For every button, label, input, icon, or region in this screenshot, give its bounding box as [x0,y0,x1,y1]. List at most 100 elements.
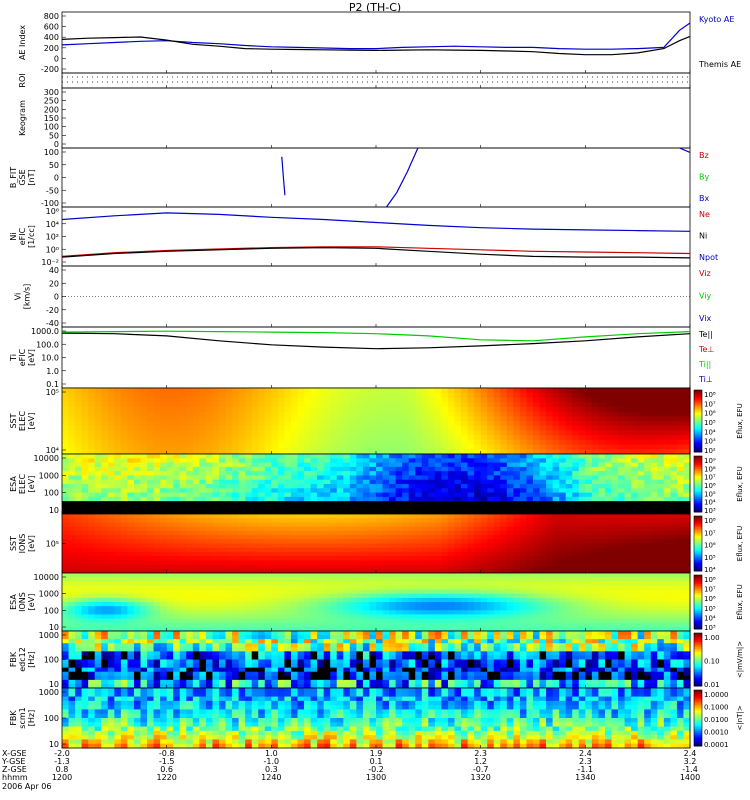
spectrogram-cell [179,421,187,427]
spectrogram-cell [81,425,89,432]
spectrogram-cell [565,518,573,524]
spectrogram-cell [330,606,338,611]
spectrogram-cell [683,484,691,489]
spectrogram-cell [382,471,390,477]
spectrogram-cell [114,614,122,620]
spectrogram-cell [389,568,397,574]
spectrogram-cell [598,406,606,413]
spectrogram-cell [212,505,220,511]
spectrogram-cell [415,475,423,481]
spectrogram-cell [323,522,331,528]
spectrogram-cell [297,551,305,557]
spectrogram-cell [219,492,227,498]
spectrogram-cell [284,402,292,408]
spectrogram-cell [94,556,102,561]
spectrogram-cell [199,543,207,549]
spectrogram-cell [493,551,501,557]
y-tick-label: 10² [46,233,59,242]
spectrogram-cell [317,581,325,587]
spectrogram-cell [186,522,194,528]
spectrogram-cell [428,449,436,455]
spectrogram-cell [68,458,76,464]
spectrogram-cell [382,530,390,536]
spectrogram-cell [310,496,318,502]
spectrogram-cell [212,425,220,432]
spectrogram-cell [81,610,89,616]
spectrogram-cell [284,597,292,603]
spectrogram-cell [618,435,626,441]
spectrogram-cell [487,425,495,432]
spectrogram-cell [179,522,187,528]
spectrogram-cell [434,421,443,427]
y-tick-label: 10⁰ [46,245,59,254]
spectrogram-cell [513,406,521,413]
spectrogram-cell [402,547,410,553]
spectrogram-cell [62,622,70,628]
spectrogram-cell [349,439,357,446]
spectrogram-cell [546,458,554,464]
spectrogram-cell [133,402,142,408]
spectrogram-cell [147,577,155,582]
spectrogram-cell [343,560,351,566]
spectrogram-cell [598,475,606,481]
spectrogram-cell [232,581,240,587]
spectrogram-cell [565,496,573,502]
spectrogram-cell [526,430,534,436]
spectrogram-cell [120,444,129,450]
spectrogram-cell [676,505,685,511]
spectrogram-cell [578,462,586,468]
spectrogram-cell [585,416,593,422]
spectrogram-cell [114,514,122,519]
spectrogram-cell [225,449,233,455]
spectrogram-cell [572,526,580,532]
spectrogram-cell [101,585,109,591]
spectrogram-cell [657,444,665,450]
spectrogram-cell [297,484,305,489]
spectrogram-cell [650,425,658,432]
spectrogram-cell [219,556,227,561]
spectrogram-cell [94,397,102,403]
spectrogram-cell [395,614,403,620]
spectrogram-cell [434,397,443,403]
spectrogram-cell [644,479,652,485]
spectrogram-cell [533,551,541,557]
spectrogram-cell [81,585,89,591]
spectrogram-cell [140,439,148,446]
spectrogram-cell [369,435,377,441]
spectrogram-cell [526,454,534,459]
spectrogram-cell [264,543,272,549]
spectrogram-cell [434,466,443,472]
spectrogram-cell [604,518,613,524]
spectrogram-cell [232,484,240,489]
spectrogram-cell [88,392,96,399]
spectrogram-cell [467,526,475,532]
spectrogram-cell [356,505,364,511]
spectrogram-cell [225,475,233,481]
spectrogram-cell [559,430,567,436]
spectrogram-cell [310,454,318,459]
spectrogram-cell [500,560,508,566]
spectrogram-cell [408,568,416,574]
spectrogram-cell [369,471,377,477]
spectrogram-cell [591,479,600,485]
spectrogram-cell [369,560,377,566]
spectrogram-cell [101,492,109,498]
y-axis-label: Keogram [18,100,27,136]
spectrogram-cell [186,402,194,408]
spectrogram-cell [179,535,187,540]
spectrogram-cell [362,392,371,399]
spectrogram-cell [238,547,246,553]
spectrogram-cell [323,501,331,507]
spectrogram-cell [310,501,318,507]
spectrogram-cell [277,462,286,468]
spectrogram-cell [336,397,344,403]
spectrogram-cell [68,526,76,532]
spectrogram-cell [506,522,514,528]
spectrogram-cell [657,560,665,566]
spectrogram-cell [395,589,403,595]
spectrogram-cell [591,488,600,494]
spectrogram-cell [94,471,102,477]
spectrogram-cell [304,397,312,403]
spectrogram-cell [205,551,214,557]
